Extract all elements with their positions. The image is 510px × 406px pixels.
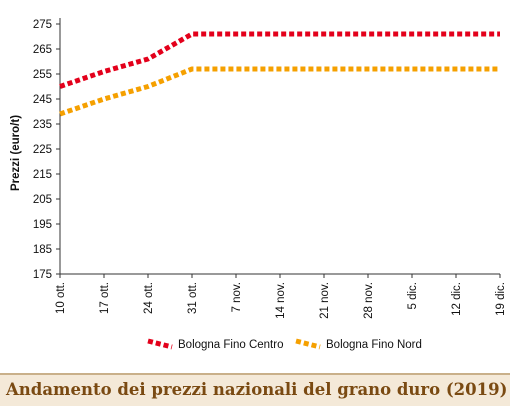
x-tick-label: 17 ott. (99, 282, 111, 314)
y-axis: 175 185 195 205 215 225 235 245 255 265 275 (33, 18, 61, 281)
legend-swatch-2 (295, 338, 321, 350)
legend: Bologna Fino Centro Bologna Fino Nord (147, 338, 422, 351)
x-tick-label: 24 ott. (143, 282, 155, 314)
series-line-2 (59, 66, 500, 117)
legend-label-2: Bologna Fino Nord (326, 339, 422, 351)
caption-bar: Andamento dei prezzi nazionali del grano… (0, 373, 510, 406)
x-tick-label: 7 nov. (231, 282, 243, 312)
y-axis-title: Prezzi (euro/t) (10, 115, 22, 191)
legend-label-1: Bologna Fino Centro (178, 339, 283, 351)
x-tick-label: 28 nov. (363, 282, 375, 319)
y-tick-label: 225 (33, 144, 52, 156)
x-tick-label: 19 dic. (495, 282, 507, 316)
y-tick-label: 265 (33, 44, 52, 56)
y-tick-label: 185 (33, 244, 52, 256)
series-line-1 (59, 31, 500, 89)
chart-caption: Andamento dei prezzi nazionali del grano… (6, 380, 508, 399)
y-tick-label: 275 (33, 19, 52, 31)
x-axis: 10 ott. 17 ott. 24 ott. 31 ott. 7 nov. 14 nov… (55, 273, 507, 319)
legend-swatch-1 (147, 338, 173, 350)
x-tick-label: 10 ott. (55, 282, 67, 314)
y-tick-label: 215 (33, 169, 52, 181)
chart: 175 185 195 205 215 225 235 245 255 265 275 10 ott… (10, 18, 507, 351)
y-tick-label: 175 (33, 269, 52, 281)
x-tick-label: 21 nov. (319, 282, 331, 319)
y-tick-label: 255 (33, 69, 52, 81)
y-tick-label: 245 (33, 94, 52, 106)
y-tick-label: 235 (33, 119, 52, 131)
x-tick-label: 14 nov. (275, 282, 287, 319)
x-tick-label: 5 dic. (407, 282, 419, 310)
series-lines (59, 31, 500, 117)
x-tick-label: 31 ott. (187, 282, 199, 314)
y-tick-label: 195 (33, 219, 52, 231)
x-tick-label: 12 dic. (451, 282, 463, 316)
y-tick-label: 205 (33, 194, 52, 206)
